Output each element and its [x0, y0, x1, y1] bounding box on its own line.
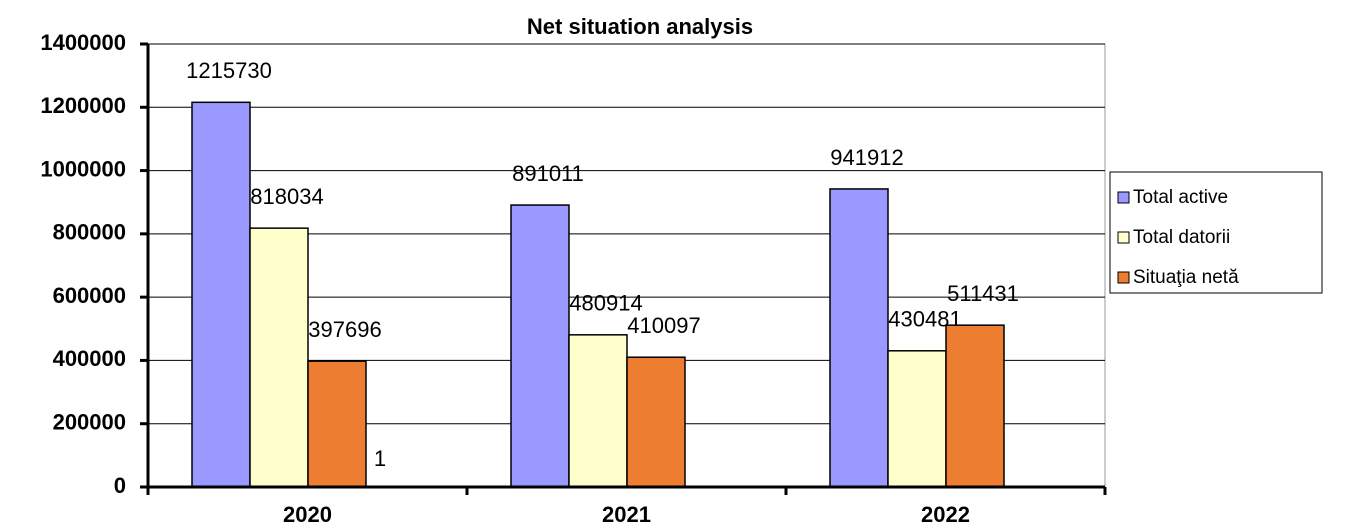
bar [887, 350, 947, 488]
y-tick-label: 400000 [53, 346, 126, 371]
bar [191, 101, 251, 488]
legend-swatch [1117, 231, 1130, 244]
legend-swatch [1117, 191, 1130, 204]
x-tick-label: 2021 [602, 502, 651, 527]
data-label: 511431 [947, 281, 1019, 306]
y-tick-label: 800000 [53, 220, 126, 245]
bar [945, 324, 1005, 488]
y-tick-label: 600000 [53, 283, 126, 308]
bar [249, 227, 309, 488]
data-label: 891011 [512, 161, 584, 186]
x-tick-label: 2020 [283, 502, 332, 527]
y-tick-label: 1400000 [40, 30, 126, 55]
y-tick-label: 200000 [53, 410, 126, 435]
bar [568, 334, 628, 488]
data-label: 941912 [830, 145, 903, 170]
legend-swatch [1117, 271, 1130, 284]
legend-label: Situaţia netă [1133, 267, 1239, 288]
x-tick-label: 2022 [921, 502, 970, 527]
chart-title: Net situation analysis [527, 14, 753, 39]
legend-label: Total active [1133, 187, 1228, 208]
data-label: 1215730 [186, 58, 272, 83]
data-label: 410097 [627, 313, 700, 338]
annotation: 1 [374, 446, 386, 471]
y-tick-label: 1000000 [40, 156, 126, 181]
y-tick-label: 0 [114, 473, 126, 498]
bar [510, 204, 570, 488]
data-label: 480914 [569, 291, 642, 316]
bar [829, 188, 889, 488]
legend-label: Total datorii [1133, 227, 1230, 248]
data-label: 397696 [308, 317, 381, 342]
legend-box [1109, 171, 1323, 294]
bar [307, 360, 367, 488]
bar [626, 356, 686, 488]
data-label: 818034 [250, 184, 323, 209]
y-tick-label: 1200000 [40, 93, 126, 118]
